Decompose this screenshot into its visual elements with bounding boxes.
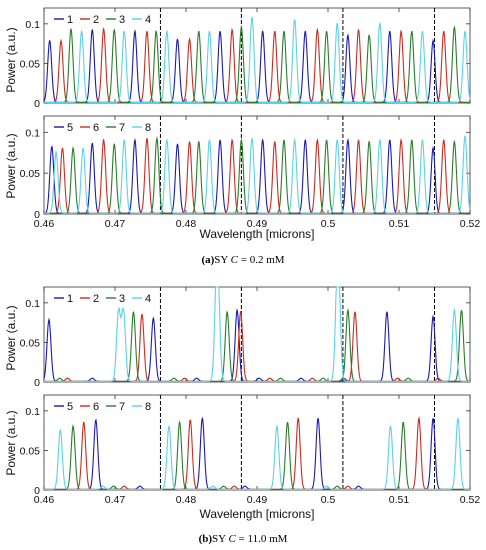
series-5-line (44, 416, 470, 490)
legend: 1 2 3 4 (54, 14, 151, 26)
y-axis-label: Power (a.u.) (4, 305, 18, 370)
x-tick-label: 0.5 (321, 218, 336, 230)
caption-a-prefix: SY (214, 254, 231, 266)
y-tick-label: 0 (34, 377, 40, 389)
legend-label-2: 2 (93, 293, 99, 305)
caption-b-rest: = 11.0 mM (235, 533, 288, 545)
legend-label-7: 7 (119, 122, 125, 134)
legend-label-7: 7 (119, 401, 125, 413)
series-1-line (43, 308, 470, 382)
x-tick-label: 0.49 (247, 494, 268, 506)
panel-4: 0 0.05 0.1 0.46 0.47 0.48 0.49 0.5 0.51 0.52 Power… (4, 394, 481, 521)
y-axis-label: Power (a.u.) (4, 27, 18, 92)
series-3-line (44, 308, 471, 382)
legend-label-1: 1 (67, 14, 73, 26)
series-2-line (44, 310, 470, 382)
legend-label-4: 4 (145, 293, 151, 305)
plot-frame (43, 115, 471, 215)
legend: 5 6 7 8 (54, 122, 151, 134)
caption-a-tag: (a) (201, 254, 215, 266)
legend-label-4: 4 (145, 14, 151, 26)
y-tick-label: 0.1 (25, 127, 40, 139)
x-tick-label: 0.49 (247, 218, 268, 230)
y-tick-label: 0.05 (20, 58, 41, 70)
legend-label-2: 2 (93, 14, 99, 26)
series-4-line (44, 286, 470, 382)
x-tick-label: 0.51 (389, 494, 410, 506)
series-7-line (44, 420, 470, 490)
x-tick-label: 0.46 (34, 218, 55, 230)
caption-a: (a)SY C = 0.2 mM (0, 254, 486, 266)
y-tick-label: 0.1 (25, 19, 40, 31)
legend-label-6: 6 (93, 122, 99, 134)
caption-a-rest: = 0.2 mM (238, 254, 285, 266)
x-tick-label: 0.52 (460, 494, 481, 506)
x-tick-label: 0.47 (105, 494, 126, 506)
caption-b-tag: (b) (198, 533, 213, 545)
caption-a-var: C (230, 254, 239, 266)
x-tick-label: 0.51 (389, 218, 410, 230)
y-tick-label: 0 (34, 209, 40, 221)
x-axis-label: Wavelength [microns] (200, 507, 315, 521)
y-tick-label: 0.1 (25, 298, 40, 310)
series-6-line (44, 416, 470, 490)
series-4-line (44, 16, 471, 103)
caption-b-var: C (228, 533, 236, 545)
panel-3: 0 0.05 0.1 Power (a.u.) 1 2 3 4 (4, 286, 471, 389)
legend-label-5: 5 (67, 122, 73, 134)
y-tick-label: 0.05 (20, 337, 41, 349)
x-tick-label: 0.48 (176, 494, 197, 506)
x-tick-label: 0.5 (321, 494, 336, 506)
y-axis-label: Power (a.u.) (4, 133, 18, 198)
y-tick-label: 0.05 (20, 168, 41, 180)
series-2-line (44, 27, 470, 103)
series-8-line (44, 135, 471, 214)
plot-frame (43, 286, 471, 383)
x-axis-label: Wavelength [microns] (200, 227, 315, 241)
legend-label-8: 8 (145, 401, 151, 413)
y-tick-label: 0.1 (25, 406, 40, 418)
legend: 5 6 7 8 (54, 401, 151, 413)
series-8-line (44, 418, 470, 490)
legend-label-3: 3 (119, 293, 125, 305)
legend-label-1: 1 (67, 293, 73, 305)
y-tick-label: 0.05 (20, 445, 41, 457)
legend-label-6: 6 (93, 401, 99, 413)
y-tick-label: 0 (34, 485, 40, 497)
x-tick-label: 0.52 (460, 218, 481, 230)
y-axis-label: Power (a.u.) (4, 410, 18, 475)
legend-label-8: 8 (145, 122, 151, 134)
plot-frame (43, 7, 471, 104)
legend-label-3: 3 (119, 14, 125, 26)
caption-b-prefix: SY (212, 533, 229, 545)
legend: 1 2 3 4 (54, 293, 151, 305)
legend-label-5: 5 (67, 401, 73, 413)
caption-b: (b)SY C = 11.0 mM (0, 533, 486, 545)
series-6-line (44, 138, 470, 214)
panel-1: 0 0.05 0.1 Power (a.u.) 1 2 3 4 (4, 7, 471, 110)
y-tick-label: 0 (34, 98, 40, 110)
panel-2: 0 0.05 0.1 0.46 0.47 0.48 0.49 0.5 0.51 0.52 Power… (4, 115, 481, 241)
x-tick-label: 0.48 (176, 218, 197, 230)
plot-frame (43, 394, 471, 491)
x-tick-label: 0.47 (105, 218, 126, 230)
x-tick-label: 0.46 (34, 494, 55, 506)
